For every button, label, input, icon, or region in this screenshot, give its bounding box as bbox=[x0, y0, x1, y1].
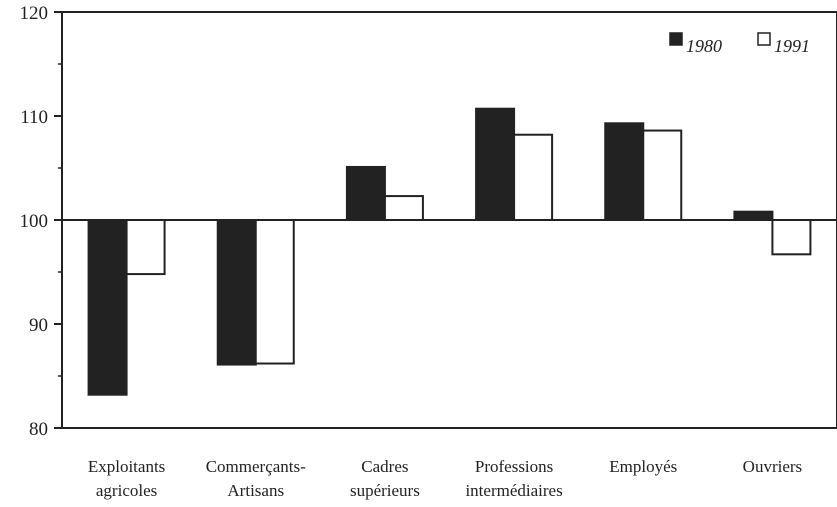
bar-1980-3 bbox=[475, 107, 516, 221]
bar-1980-2 bbox=[345, 165, 386, 222]
x-tick-label-line: Cadres bbox=[361, 457, 408, 476]
legend-label-1980: 1980 bbox=[686, 36, 722, 56]
x-tick-label: Ouvriers bbox=[743, 457, 802, 476]
bar-1980-5 bbox=[733, 210, 774, 221]
legend-swatch-1980 bbox=[669, 32, 683, 46]
bar-1991-5 bbox=[771, 219, 812, 256]
bar-1991-4 bbox=[642, 129, 683, 221]
bar-1980-1 bbox=[216, 219, 257, 366]
bar-1980-4 bbox=[604, 122, 645, 221]
x-tick-label: Professions intermédiaires bbox=[465, 457, 562, 500]
x-axis-labels: Exploitants agricoles Commerçants- Artisans… bbox=[88, 457, 802, 500]
x-tick-label: Commerçants- Artisans bbox=[206, 457, 306, 500]
bar-1991-1 bbox=[254, 219, 295, 365]
y-tick-label: 120 bbox=[20, 3, 49, 24]
bar-1991-2 bbox=[383, 195, 424, 222]
x-tick-label-line: intermédiaires bbox=[465, 481, 562, 500]
x-tick-label-line: Professions bbox=[475, 457, 553, 476]
bar-1991-3 bbox=[513, 133, 554, 221]
y-tick-label: 110 bbox=[20, 107, 48, 128]
y-axis: 80 90 100 110 120 bbox=[20, 3, 62, 440]
x-tick-label-line: Commerçants- bbox=[206, 457, 306, 476]
x-tick-label-line: Artisans bbox=[227, 481, 284, 500]
x-tick-label: Exploitants agricoles bbox=[88, 457, 165, 500]
y-tick-label: 80 bbox=[29, 419, 48, 440]
legend-swatch-1991 bbox=[757, 32, 771, 46]
y-tick-label: 90 bbox=[29, 315, 48, 336]
x-tick-label-line: Exploitants bbox=[88, 457, 165, 476]
bar-1980-0 bbox=[87, 219, 128, 396]
legend-label-1991: 1991 bbox=[774, 36, 810, 56]
x-tick-label-line: Ouvriers bbox=[743, 457, 802, 476]
bar-1991-0 bbox=[125, 219, 166, 276]
x-tick-label-line: supérieurs bbox=[350, 481, 420, 500]
x-tick-label-line: Employés bbox=[609, 457, 677, 476]
x-tick-label: Cadres supérieurs bbox=[350, 457, 420, 500]
legend: 1980 1991 bbox=[669, 32, 810, 56]
bar-series bbox=[87, 107, 812, 396]
y-tick-label: 100 bbox=[20, 211, 49, 232]
x-tick-label: Employés bbox=[609, 457, 677, 476]
x-tick-label-line: agricoles bbox=[96, 481, 157, 500]
